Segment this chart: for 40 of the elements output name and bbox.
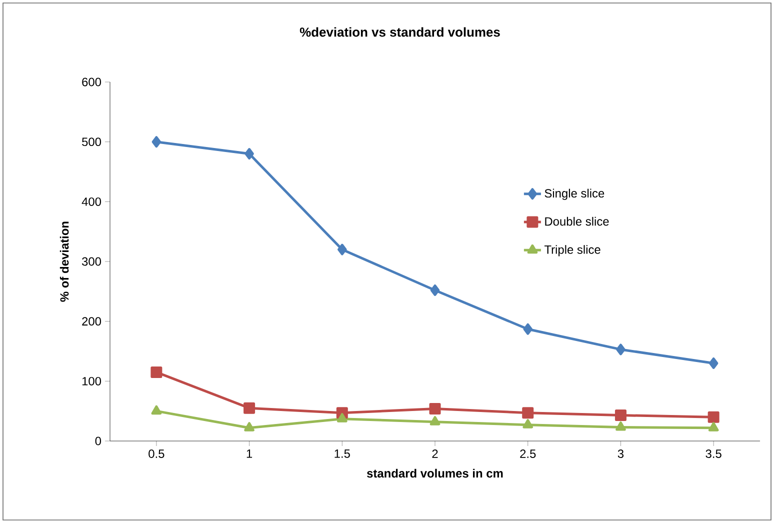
point (708, 411, 720, 423)
y-axis-title: % of deviation (60, 222, 69, 302)
legend-label: Double slice (545, 216, 609, 226)
point (708, 422, 719, 432)
x-tick-label: 1 (246, 450, 252, 458)
y-tick-label: 200 (82, 317, 102, 326)
point (429, 402, 441, 414)
point (430, 416, 440, 426)
y-tick-label: 600 (82, 78, 102, 86)
point (708, 357, 718, 369)
legend-label: Triple slice (544, 245, 600, 256)
point (616, 421, 626, 431)
x-tick-label: 2 (432, 450, 438, 458)
y-tick-label: 0 (95, 436, 102, 446)
point (523, 323, 532, 335)
y-tick-label: 500 (82, 138, 102, 146)
y-tick-label: 400 (82, 197, 102, 206)
y-tick-label: 100 (82, 376, 102, 386)
point (244, 402, 256, 414)
x-tick-label: 1.5 (334, 450, 350, 458)
y-tick-label: 300 (82, 257, 102, 266)
point (150, 366, 162, 378)
point (337, 413, 348, 422)
chart-title: %deviation vs standard volumes (300, 27, 500, 37)
point (430, 284, 440, 296)
point (152, 136, 162, 148)
point (151, 405, 162, 415)
x-tick-label: 3 (618, 450, 624, 458)
point (244, 148, 254, 160)
point (614, 410, 626, 422)
x-tick-label: 0.5 (148, 450, 164, 458)
legend-label: Single slice (544, 188, 604, 200)
point (522, 419, 534, 428)
point (244, 422, 254, 432)
point (522, 407, 534, 419)
point (338, 244, 347, 256)
point (616, 344, 626, 356)
x-axis-title: standard volumes in cm (366, 468, 503, 478)
x-tick-label: 3.5 (706, 450, 722, 458)
x-tick-label: 2.5 (520, 450, 536, 458)
